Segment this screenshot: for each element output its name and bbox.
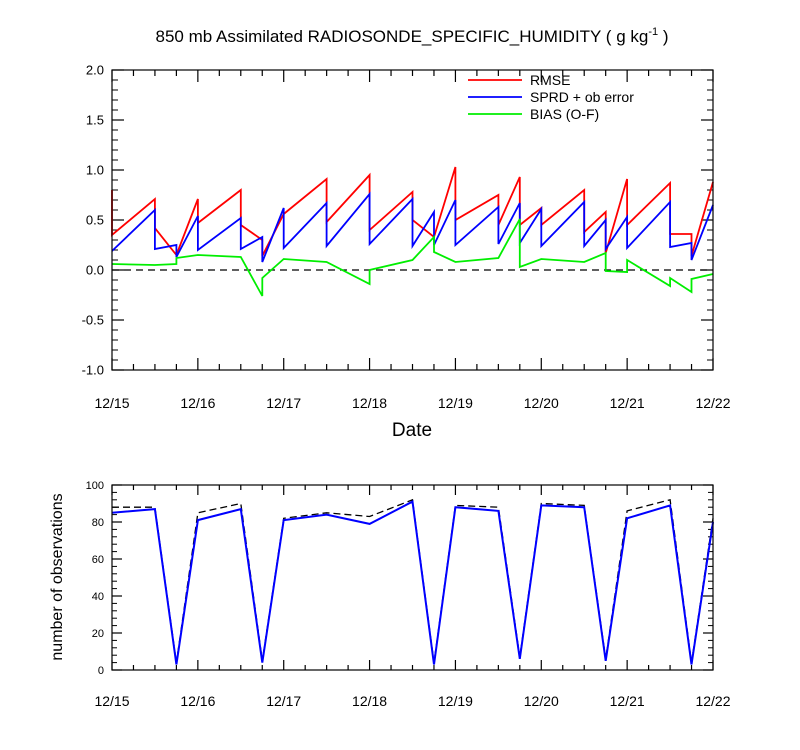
x-tick-label: 12/19: [438, 693, 473, 709]
x-tick-label: 12/22: [695, 693, 730, 709]
x-tick-label: 12/19: [438, 395, 473, 411]
y-tick-label: 80: [92, 517, 104, 529]
y-tick-label: 1.5: [86, 113, 104, 128]
x-tick-label: 12/21: [610, 395, 645, 411]
y-tick-label: 40: [92, 591, 104, 603]
series-line-observations-possible: [112, 498, 714, 663]
bottom-chart-series: [111, 498, 714, 665]
series-line-bias-o-f-: [111, 218, 714, 297]
series-line-observations-used: [111, 500, 714, 665]
y-tick-label: -1.0: [82, 363, 104, 378]
top-chart-frame: [111, 69, 714, 371]
top-chart-xlabel: Date: [392, 420, 432, 441]
x-tick-label: 12/18: [352, 693, 387, 709]
bottom-chart-frame: [111, 484, 714, 671]
top-chart-title-main: 850 mb Assimilated RADIOSONDE_SPECIFIC_H…: [156, 27, 649, 46]
bottom-chart: 0 20 40 60 80 100 12/15 12/16 12/17 12/18 12/19 12/…: [49, 480, 731, 709]
y-tick-label: 2.0: [86, 63, 104, 78]
y-tick-label: 60: [92, 554, 104, 566]
top-chart-title: 850 mb Assimilated RADIOSONDE_SPECIFIC_H…: [156, 26, 669, 46]
y-tick-label: 1.0: [86, 163, 104, 178]
x-tick-label: 12/16: [180, 395, 215, 411]
x-tick-label: 12/21: [610, 693, 645, 709]
y-tick-label: 0.5: [86, 213, 104, 228]
x-tick-label: 12/15: [94, 693, 129, 709]
x-tick-label: 12/18: [352, 395, 387, 411]
legend-label: SPRD + ob error: [530, 89, 634, 105]
x-tick-label: 12/20: [524, 395, 559, 411]
x-tick-label: 12/22: [695, 395, 730, 411]
x-tick-label: 12/16: [180, 693, 215, 709]
series-line-rmse: [111, 166, 714, 257]
bottom-chart-ylabel: number of observations: [49, 493, 66, 660]
y-tick-label: -0.5: [82, 313, 104, 328]
y-tick-label: 0: [98, 665, 104, 677]
x-tick-label: 12/20: [524, 693, 559, 709]
legend-label: BIAS (O-F): [530, 106, 599, 122]
y-tick-label: 20: [92, 628, 104, 640]
x-tick-label: 12/17: [266, 693, 301, 709]
top-chart-series: [111, 166, 714, 297]
legend-label: RMSE: [530, 72, 570, 88]
bottom-chart-axes: 0 20 40 60 80 100 12/15 12/16 12/17 12/18 12/19 12/…: [86, 480, 731, 709]
top-chart-title-sup: -1: [648, 26, 658, 38]
top-chart: 850 mb Assimilated RADIOSONDE_SPECIFIC_H…: [82, 26, 731, 441]
x-tick-label: 12/17: [266, 395, 301, 411]
top-chart-title-end: ): [658, 27, 668, 46]
top-chart-axes: -1.0 -0.5 0.0 0.5 1.0 1.5 2.0 12/15 12/16 12/17 12…: [82, 63, 731, 411]
series-line-sprd-ob-error: [111, 191, 714, 263]
y-tick-label: 100: [86, 480, 104, 492]
x-tick-label: 12/15: [94, 395, 129, 411]
y-tick-label: 0.0: [86, 263, 104, 278]
